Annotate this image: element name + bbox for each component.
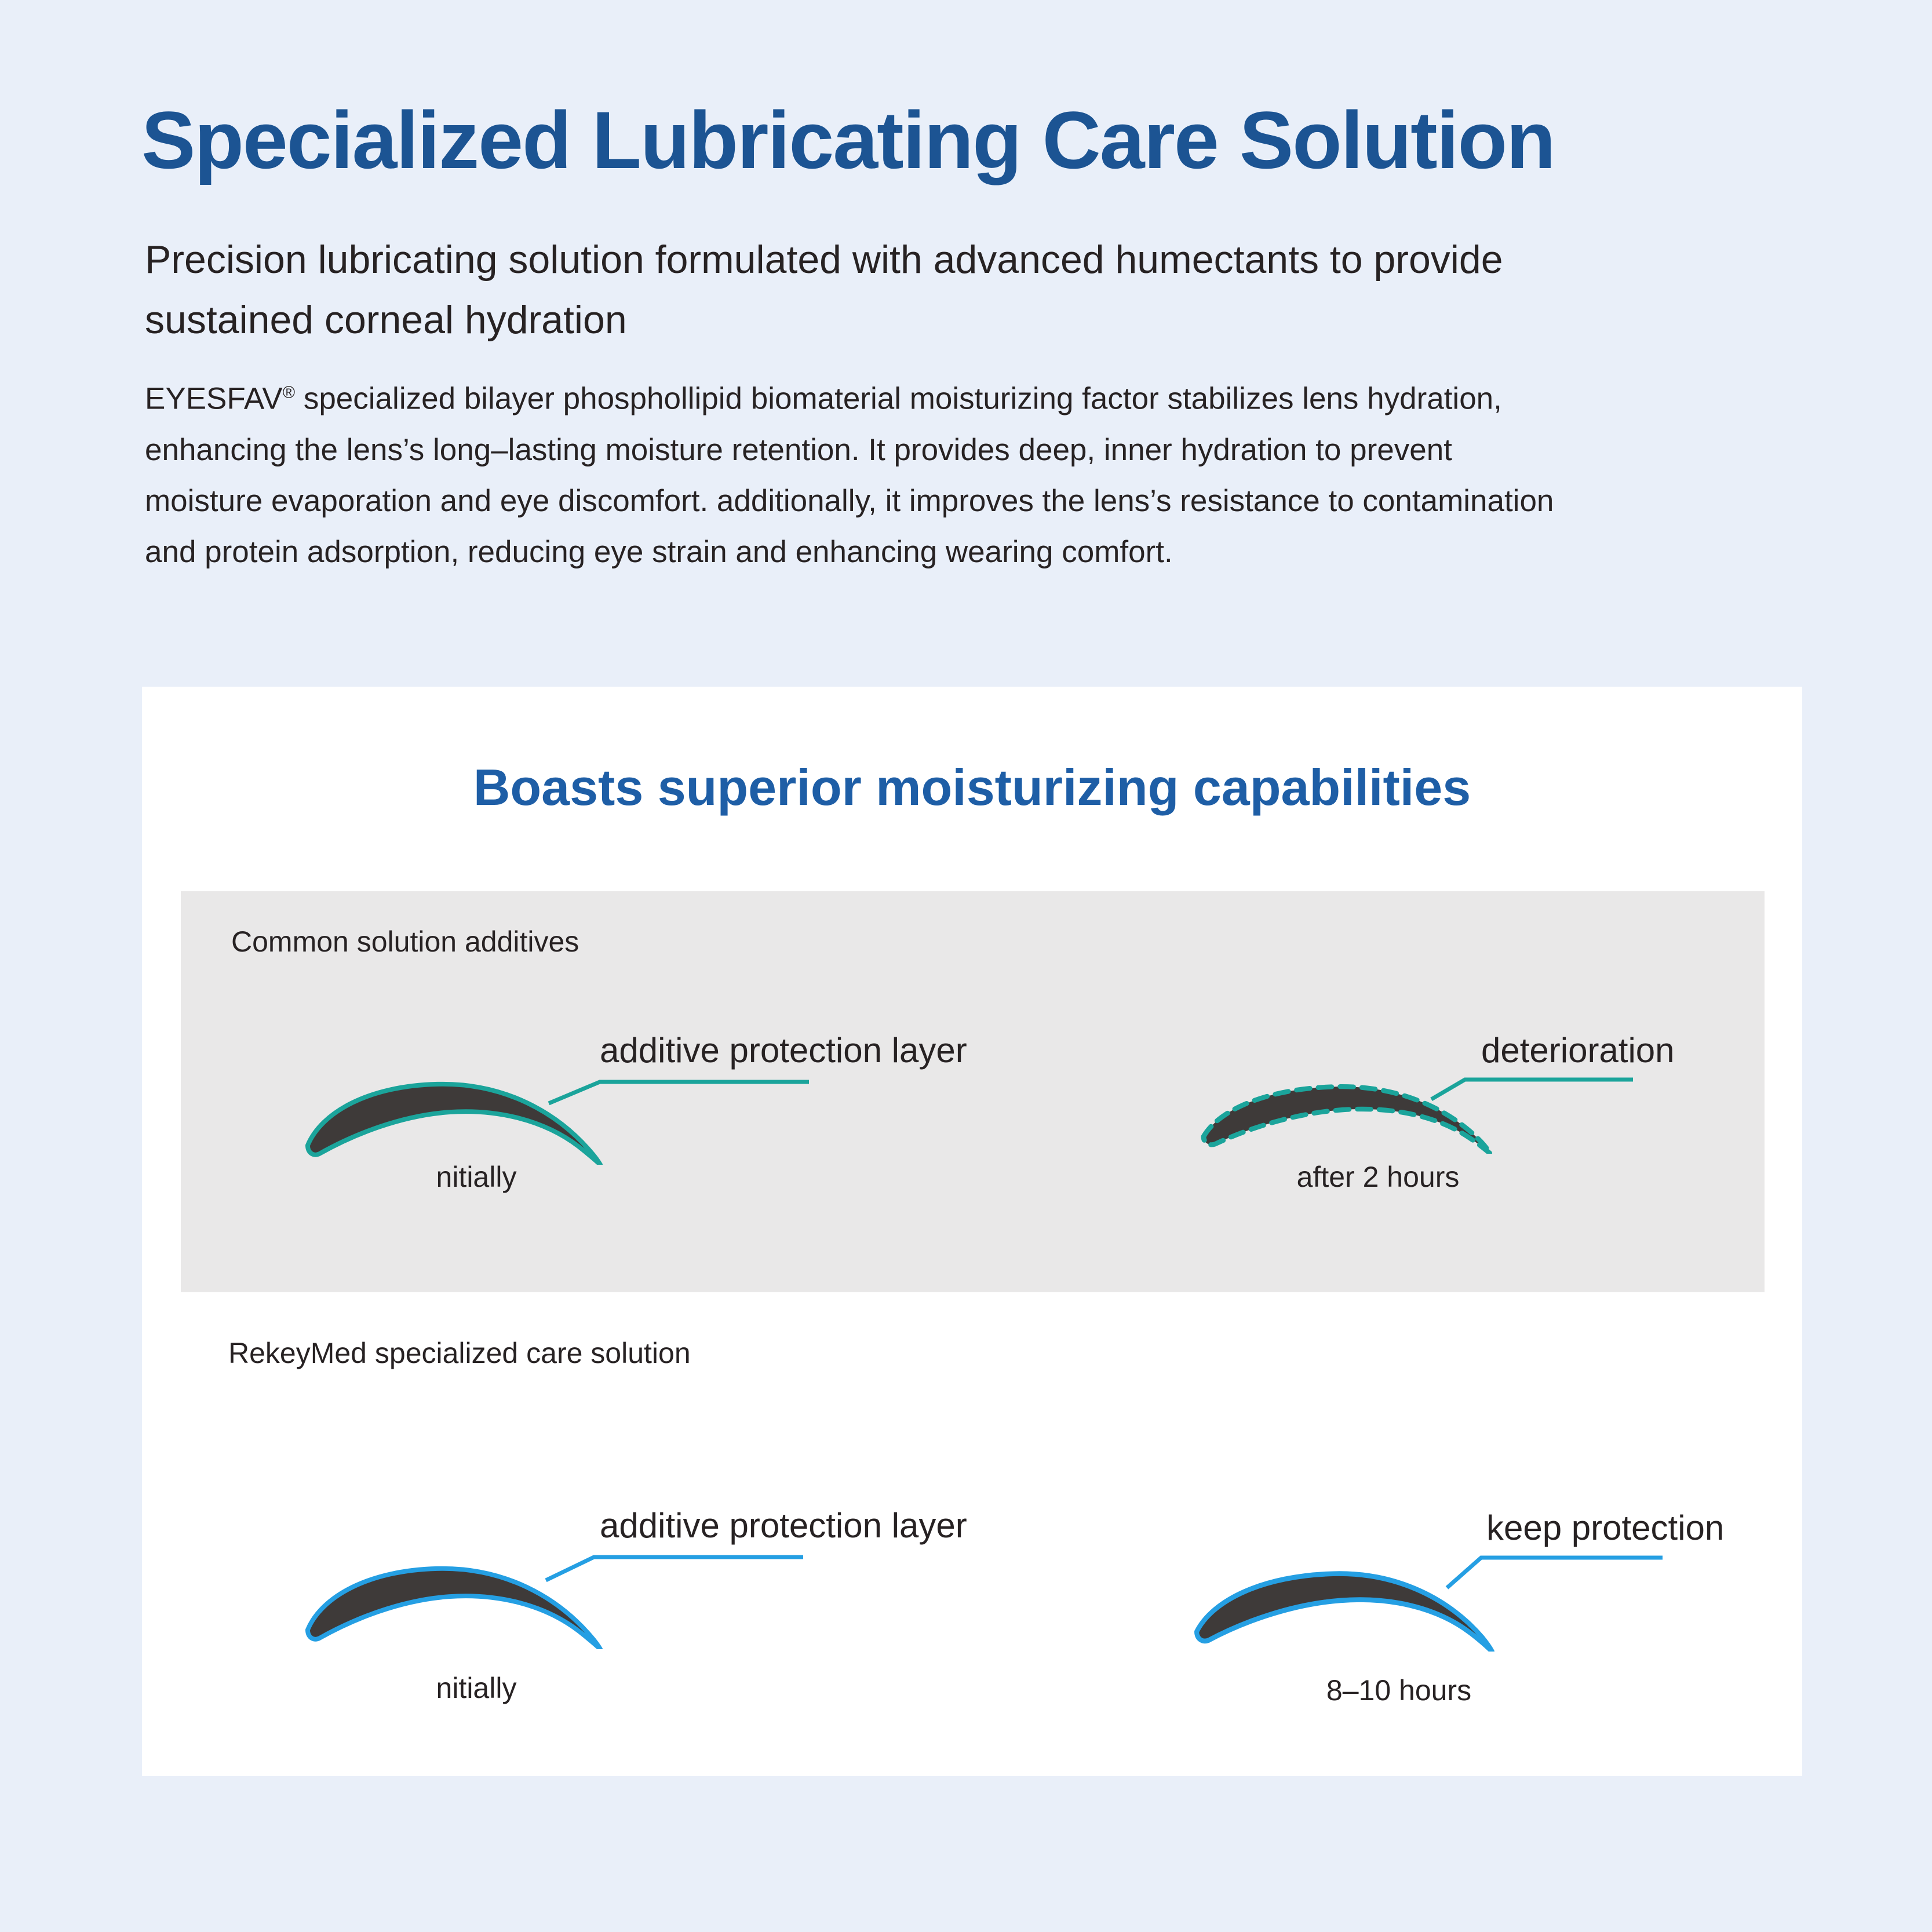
rekeymed-panel-label: RekeyMed specialized care solution [228, 1337, 691, 1369]
brand-name: EYESFAV [145, 381, 283, 416]
caption-rekeymed-initially: nitially [436, 1672, 517, 1704]
intro-line-2: enhancing the lens’s long–lasting moistu… [145, 432, 1452, 467]
subtitle-line-2: sustained corneal hydration [145, 298, 627, 342]
registered-mark: ® [282, 384, 296, 402]
callout-label-additive-protection-bottom: additive protection layer [600, 1506, 967, 1545]
lens-rekeymed-after-icon [1194, 1571, 1494, 1652]
intro-line-4: and protein adsorption, reducing eye str… [145, 534, 1173, 569]
callout-label-keep-protection: keep protection [1486, 1508, 1725, 1547]
intro-line-3: moisture evaporation and eye discomfort.… [145, 483, 1554, 518]
intro-paragraph: EYESFAV® specialized bilayer phosphollip… [145, 367, 1554, 578]
callout-label-deterioration: deterioration [1481, 1031, 1675, 1070]
intro-line-1-rest: specialized bilayer phosphollipid biomat… [295, 381, 1502, 416]
caption-common-initially: nitially [436, 1161, 517, 1193]
subtitle-line-1: Precision lubricating solution formulate… [145, 238, 1503, 282]
callout-label-additive-protection-top: additive protection layer [600, 1031, 967, 1070]
page-title: Specialized Lubricating Care Solution [141, 94, 1556, 185]
lens-common-initial-icon [305, 1081, 603, 1165]
page-subtitle: Precision lubricating solution formulate… [145, 229, 1503, 350]
caption-8-10-hours: 8–10 hours [1326, 1674, 1472, 1707]
caption-after-2-hours: after 2 hours [1296, 1161, 1460, 1193]
intro-line-1: EYESFAV® specialized bilayer phosphollip… [145, 367, 1554, 425]
lens-common-after-icon [1201, 1084, 1493, 1154]
lens-rekeymed-initial-icon [305, 1566, 603, 1649]
common-panel-label: Common solution additives [231, 925, 579, 958]
card-title: Boasts superior moisturizing capabilitie… [473, 759, 1471, 816]
